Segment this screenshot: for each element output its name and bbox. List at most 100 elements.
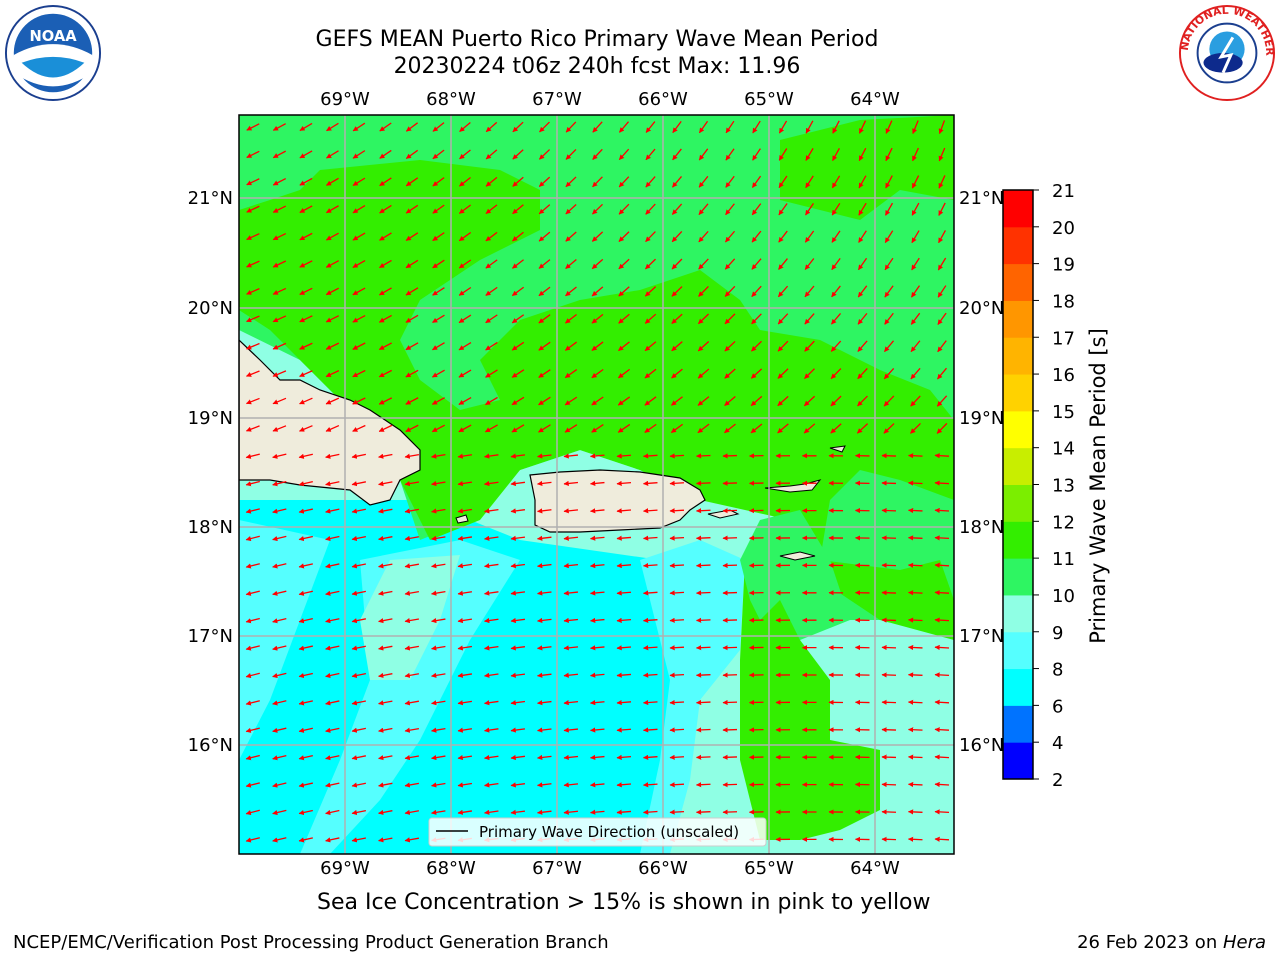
wave-direction-arrow bbox=[910, 312, 921, 325]
wave-direction-arrow bbox=[563, 700, 579, 706]
wave-direction-arrow bbox=[299, 315, 313, 323]
wave-direction-arrow bbox=[907, 754, 923, 760]
lon-label: 64°W bbox=[850, 858, 900, 879]
wave-direction-arrow bbox=[458, 286, 472, 296]
wave-direction-arrow bbox=[590, 535, 605, 541]
wave-direction-arrow bbox=[616, 480, 632, 486]
wave-direction-arrow bbox=[912, 147, 919, 162]
wave-direction-arrow bbox=[298, 837, 313, 843]
wave-direction-arrow bbox=[485, 149, 498, 160]
wave-direction-arrow bbox=[537, 754, 552, 761]
wave-direction-arrow bbox=[538, 204, 551, 215]
wave-direction-arrow bbox=[272, 480, 287, 487]
wave-direction-arrow bbox=[858, 202, 867, 216]
wave-direction-arrow bbox=[857, 285, 868, 298]
wave-direction-arrow bbox=[512, 204, 524, 215]
colorbar-tick-label: 18 bbox=[1052, 291, 1075, 312]
wave-direction-arrow bbox=[510, 508, 526, 514]
wave-direction-arrow bbox=[938, 120, 946, 135]
wave-direction-arrow bbox=[272, 287, 287, 295]
wave-direction-arrow bbox=[378, 342, 392, 351]
wave-direction-arrow bbox=[272, 590, 287, 596]
colorbar-segment bbox=[1003, 337, 1033, 375]
wave-direction-arrow bbox=[404, 672, 420, 678]
wave-direction-arrow bbox=[352, 259, 366, 269]
wave-direction-arrow bbox=[645, 121, 656, 133]
wave-direction-arrow bbox=[325, 315, 340, 323]
wave-direction-arrow bbox=[644, 286, 657, 297]
wave-direction-arrow bbox=[537, 672, 552, 678]
wave-direction-arrow bbox=[378, 837, 393, 843]
lon-label: 69°W bbox=[320, 89, 370, 110]
wave-direction-arrow bbox=[672, 148, 682, 161]
wave-direction-arrow bbox=[907, 480, 923, 486]
wave-direction-arrow bbox=[907, 727, 923, 733]
wave-direction-arrow bbox=[642, 727, 658, 733]
colorbar-tick-label: 14 bbox=[1052, 439, 1075, 460]
wave-direction-arrow bbox=[616, 590, 632, 596]
wave-direction-arrow bbox=[565, 231, 577, 242]
wave-direction-arrow bbox=[458, 314, 472, 324]
wave-direction-arrow bbox=[830, 368, 842, 380]
wave-direction-arrow bbox=[298, 590, 313, 596]
wave-direction-arrow bbox=[590, 754, 605, 761]
lon-label: 69°W bbox=[320, 858, 370, 879]
wave-direction-arrow bbox=[458, 369, 472, 378]
wave-direction-arrow bbox=[484, 727, 499, 733]
wave-direction-arrow bbox=[934, 727, 950, 733]
wave-direction-arrow bbox=[805, 203, 814, 216]
wave-direction-arrow bbox=[246, 260, 260, 268]
wave-direction-arrow bbox=[484, 480, 499, 487]
wave-direction-arrow bbox=[484, 754, 499, 761]
wave-direction-arrow bbox=[458, 259, 472, 269]
wave-direction-arrow bbox=[618, 286, 630, 297]
wave-direction-arrow bbox=[697, 423, 710, 434]
wave-direction-arrow bbox=[669, 453, 685, 459]
wave-direction-arrow bbox=[934, 809, 950, 815]
wave-direction-arrow bbox=[884, 230, 894, 243]
wave-direction-arrow bbox=[298, 755, 313, 761]
wave-direction-arrow bbox=[405, 397, 419, 405]
colorbar-tick-label: 16 bbox=[1052, 365, 1075, 386]
colorbar-segment bbox=[1003, 226, 1033, 265]
wave-direction-arrow bbox=[830, 423, 842, 434]
wave-direction-arrow bbox=[431, 590, 446, 596]
wave-direction-arrow bbox=[590, 645, 605, 651]
wave-direction-arrow bbox=[934, 781, 950, 788]
wave-direction-arrow bbox=[404, 782, 420, 788]
wave-direction-arrow bbox=[565, 148, 577, 160]
wave-direction-arrow bbox=[671, 396, 683, 406]
colorbar-tick-label: 4 bbox=[1052, 733, 1063, 754]
wave-direction-arrow bbox=[351, 563, 366, 569]
wave-direction-arrow bbox=[432, 177, 445, 187]
wave-direction-arrow bbox=[457, 809, 473, 815]
wave-direction-arrow bbox=[352, 177, 366, 187]
wave-direction-arrow bbox=[778, 230, 788, 243]
colorbar-segment bbox=[1003, 300, 1033, 338]
wave-direction-arrow bbox=[804, 230, 815, 243]
wave-direction-arrow bbox=[537, 809, 552, 815]
wave-direction-arrow bbox=[431, 809, 446, 815]
wave-direction-arrow bbox=[351, 672, 366, 679]
wave-direction-arrow bbox=[538, 341, 551, 351]
wave-direction-arrow bbox=[618, 231, 630, 242]
lon-label: 68°W bbox=[426, 89, 476, 110]
wave-direction-arrow bbox=[642, 809, 658, 815]
wave-direction-arrow bbox=[272, 397, 287, 405]
wave-direction-arrow bbox=[618, 341, 630, 352]
wave-direction-arrow bbox=[592, 176, 603, 188]
wave-direction-arrow bbox=[537, 453, 552, 459]
wave-direction-arrow bbox=[751, 285, 762, 298]
map-frame bbox=[238, 114, 955, 855]
wave-direction-arrow bbox=[591, 258, 604, 270]
wave-direction-arrow bbox=[245, 809, 260, 816]
wave-direction-arrow bbox=[857, 257, 868, 271]
lat-label: 17°N bbox=[959, 626, 1004, 647]
wave-direction-arrow bbox=[669, 480, 685, 486]
wave-direction-arrow bbox=[352, 205, 366, 214]
wave-direction-arrow bbox=[938, 202, 946, 216]
wave-direction-arrow bbox=[299, 342, 313, 350]
wave-direction-arrow bbox=[698, 258, 709, 270]
wave-direction-arrow bbox=[432, 149, 445, 160]
wave-direction-arrow bbox=[934, 644, 950, 651]
